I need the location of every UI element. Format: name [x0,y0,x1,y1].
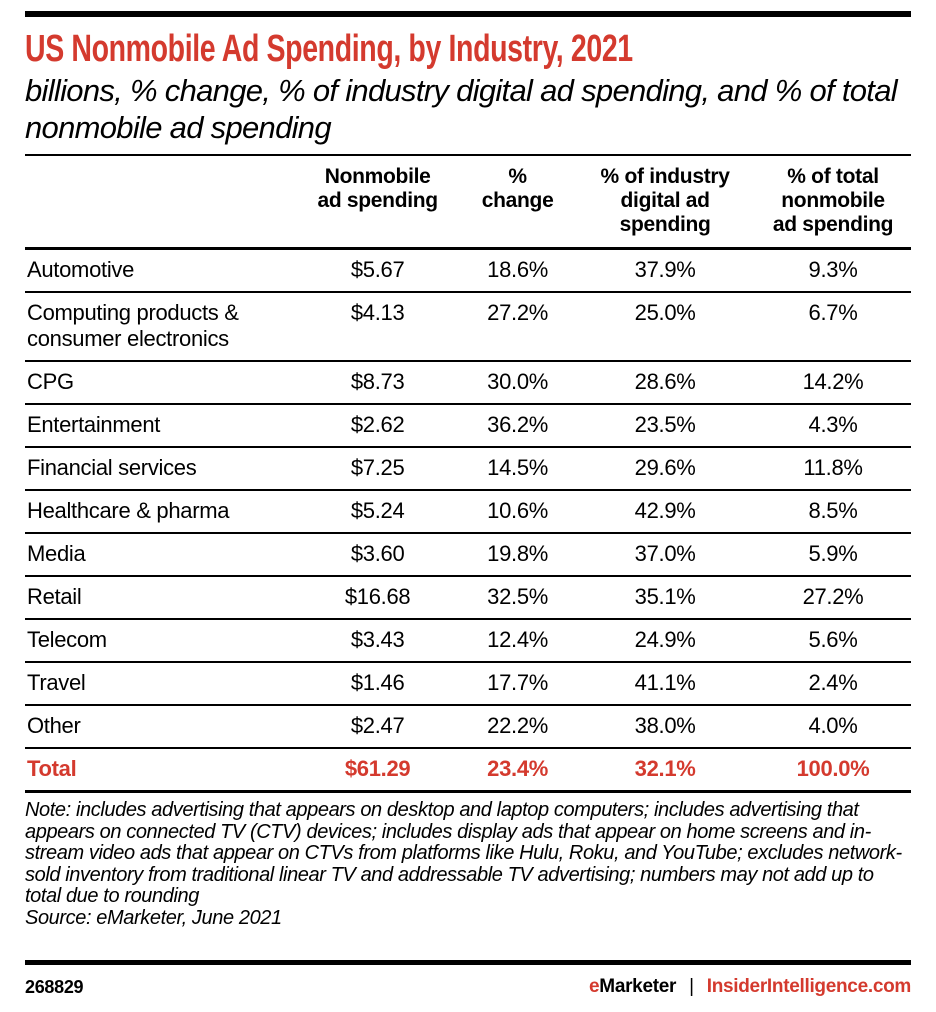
value-cell: 27.2% [755,576,911,620]
table-row-healthcare-pharma: Healthcare & pharma $5.24 10.6% 42.9% 8.… [25,490,911,534]
table-row-travel: Travel $1.46 17.7% 41.1% 2.4% [25,662,911,706]
emarketer-logo-rest: Marketer [599,976,677,997]
value-cell: 5.6% [755,619,911,663]
total-value-cell: 32.1% [575,748,756,793]
table-row-other: Other $2.47 22.2% 38.0% 4.0% [25,705,911,749]
value-cell: 41.1% [575,662,756,706]
table-row-cpg: CPG $8.73 30.0% 28.6% 14.2% [25,361,911,405]
value-cell: 19.8% [460,533,576,577]
industry-cell: Other [25,705,296,749]
note-text: Note: includes advertising that appears … [25,799,902,907]
value-cell: 27.2% [460,292,576,362]
footer-rule [25,960,911,965]
value-cell: 4.0% [755,705,911,749]
table-row-media: Media $3.60 19.8% 37.0% 5.9% [25,533,911,577]
table-row-computing-products: Computing products & consumer electronic… [25,292,911,362]
value-cell: 36.2% [460,404,576,448]
value-cell: 32.5% [460,576,576,620]
header-top-rule [25,154,911,156]
top-rule [25,11,911,17]
value-cell: 37.0% [575,533,756,577]
industry-cell: Entertainment [25,404,296,448]
value-cell: $5.67 [295,248,461,293]
value-cell: 38.0% [575,705,756,749]
data-table: Nonmobile ad spending % change % of indu… [25,156,911,793]
value-cell: $1.46 [295,662,461,706]
value-cell: 5.9% [755,533,911,577]
value-cell: 14.5% [460,447,576,491]
value-cell: 12.4% [460,619,576,663]
value-cell: $3.60 [295,533,461,577]
value-cell: 17.7% [460,662,576,706]
value-cell: $7.25 [295,447,461,491]
value-cell: 29.6% [575,447,756,491]
value-cell: 6.7% [755,292,911,362]
value-cell: 10.6% [460,490,576,534]
table-row-total: Total $61.29 23.4% 32.1% 100.0% [25,748,911,793]
industry-cell: Automotive [25,248,296,293]
emarketer-logo-e: e [589,976,600,997]
industry-cell: Retail [25,576,296,620]
column-header-pct-industry-digital: % of industry digital ad spending [575,156,756,250]
column-header-industry [25,156,296,250]
table-header-row: Nonmobile ad spending % change % of indu… [25,156,911,250]
column-header-nonmobile-ad-spending: Nonmobile ad spending [295,156,461,250]
value-cell: 9.3% [755,248,911,293]
chart-id: 268829 [25,976,84,997]
source-text: Source: eMarketer, June 2021 [25,906,282,929]
value-cell: 25.0% [575,292,756,362]
value-cell: 18.6% [460,248,576,293]
table-row-automotive: Automotive $5.67 18.6% 37.9% 9.3% [25,248,911,293]
emarketer-logo: eMarketer [589,976,676,997]
value-cell: 30.0% [460,361,576,405]
table-body: Automotive $5.67 18.6% 37.9% 9.3% Comput… [25,248,911,793]
value-cell: $8.73 [295,361,461,405]
value-cell: $4.13 [295,292,461,362]
brand-lockup: eMarketer | InsiderIntelligence.com [589,976,911,998]
value-cell: 35.1% [575,576,756,620]
value-cell: 2.4% [755,662,911,706]
total-label-cell: Total [25,748,296,793]
footer-row: 268829 eMarketer | InsiderIntelligence.c… [25,976,911,998]
industry-cell: Healthcare & pharma [25,490,296,534]
value-cell: $2.47 [295,705,461,749]
footer: 268829 eMarketer | InsiderIntelligence.c… [25,960,911,998]
value-cell: 11.8% [755,447,911,491]
value-cell: 22.2% [460,705,576,749]
value-cell: 4.3% [755,404,911,448]
total-value-cell: 100.0% [755,748,911,793]
industry-cell: Media [25,533,296,577]
table-row-entertainment: Entertainment $2.62 36.2% 23.5% 4.3% [25,404,911,448]
total-value-cell: $61.29 [295,748,461,793]
value-cell: 37.9% [575,248,756,293]
industry-cell: Financial services [25,447,296,491]
insider-intelligence-url: InsiderIntelligence.com [706,976,912,997]
value-cell: 24.9% [575,619,756,663]
value-cell: 14.2% [755,361,911,405]
industry-cell: Travel [25,662,296,706]
value-cell: $3.43 [295,619,461,663]
chart-title: US Nonmobile Ad Spending, by Industry, 2… [25,28,633,70]
industry-cell: CPG [25,361,296,405]
chart-subtitle: billions, % change, % of industry digita… [25,73,898,145]
value-cell: 23.5% [575,404,756,448]
column-header-pct-change: % change [460,156,576,250]
column-header-pct-total-nonmobile: % of total nonmobile ad spending [755,156,911,250]
value-cell: $16.68 [295,576,461,620]
value-cell: $2.62 [295,404,461,448]
total-value-cell: 23.4% [460,748,576,793]
value-cell: 8.5% [755,490,911,534]
table-header: Nonmobile ad spending % change % of indu… [25,156,911,250]
table-row-retail: Retail $16.68 32.5% 35.1% 27.2% [25,576,911,620]
value-cell: $5.24 [295,490,461,534]
value-cell: 42.9% [575,490,756,534]
table-row-telecom: Telecom $3.43 12.4% 24.9% 5.6% [25,619,911,663]
industry-cell: Computing products & consumer electronic… [25,292,296,362]
table-row-financial-services: Financial services $7.25 14.5% 29.6% 11.… [25,447,911,491]
value-cell: 28.6% [575,361,756,405]
industry-cell: Telecom [25,619,296,663]
pipe-separator: | [689,976,694,997]
